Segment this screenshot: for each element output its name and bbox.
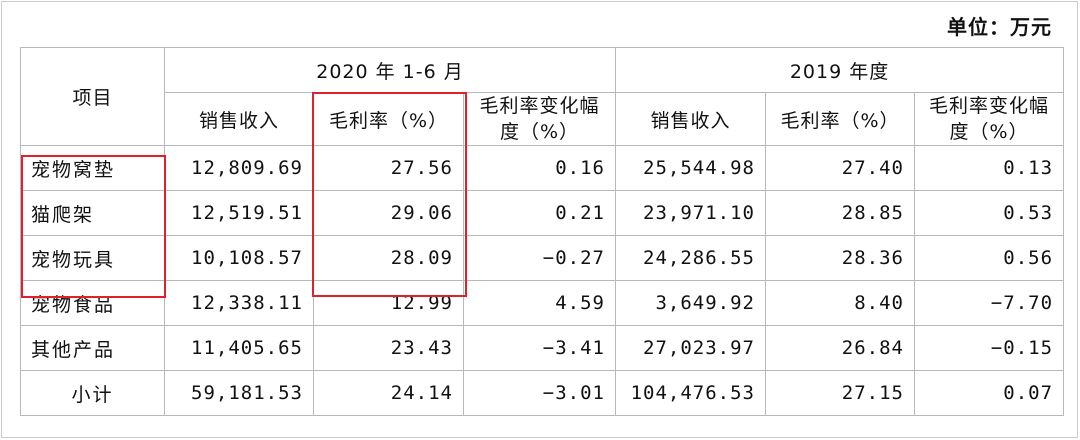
gross-margin-2019-cell: 27.15	[765, 370, 915, 416]
table-row: 其他产品 11,405.65 23.43 −3.41 27,023.97 26.…	[20, 325, 1065, 371]
header-row-periods: 项目 2020 年 1-6 月 2019 年度	[20, 47, 1065, 146]
row-item-label: 猫爬架	[20, 190, 165, 236]
margin-change-2020-cell: −0.27	[463, 235, 616, 281]
margin-change-2019-cell: −7.70	[913, 280, 1065, 326]
revenue-2019-cell: 25,544.98	[615, 145, 766, 191]
revenue-2019-cell: 24,286.55	[615, 235, 766, 281]
header-gross-margin-2020: 毛利率（%）	[313, 92, 464, 146]
header-period-2020: 2020 年 1-6 月	[164, 47, 616, 93]
revenue-2020-cell: 59,181.53	[164, 370, 314, 416]
margin-change-2020-cell: 0.21	[463, 190, 616, 236]
margin-change-2020-cell: 0.16	[463, 145, 616, 191]
unit-label: 单位：万元	[947, 15, 1052, 39]
row-item-label: 宠物玩具	[20, 235, 165, 281]
header-revenue-2019: 销售收入	[615, 92, 766, 146]
header-period-2019: 2019 年度	[614, 47, 1065, 93]
gross-margin-2020-cell: 27.56	[313, 145, 464, 191]
margin-change-2019-cell: 0.53	[913, 190, 1065, 236]
table-row: 宠物玩具 10,108.57 28.09 −0.27 24,286.55 28.…	[20, 235, 1065, 281]
table-row: 宠物食品 12,338.11 12.99 4.59 3,649.92 8.40 …	[20, 280, 1065, 326]
margin-change-2019-cell: 0.13	[913, 145, 1065, 191]
gross-margin-2020-cell: 29.06	[313, 190, 464, 236]
gross-margin-2019-cell: 8.40	[765, 280, 915, 326]
revenue-2020-cell: 10,108.57	[164, 235, 314, 281]
gross-margin-2019-cell: 27.40	[765, 145, 915, 191]
gross-margin-2020-cell: 23.43	[313, 325, 464, 371]
revenue-2020-cell: 12,809.69	[164, 145, 314, 191]
gross-margin-2020-cell: 28.09	[313, 235, 464, 281]
gross-margin-2020-cell: 24.14	[313, 370, 464, 416]
revenue-2019-cell: 23,971.10	[615, 190, 766, 236]
header-margin-change-2020: 毛利率变化幅度（%）	[463, 92, 616, 146]
table-row: 宠物窝垫 12,809.69 27.56 0.16 25,544.98 27.4…	[20, 145, 1065, 191]
row-item-label: 小计	[20, 370, 165, 416]
revenue-2020-cell: 12,519.51	[164, 190, 314, 236]
margin-change-2020-cell: −3.41	[463, 325, 616, 371]
header-margin-change-2019: 毛利率变化幅度（%）	[913, 92, 1065, 146]
margin-change-2019-cell: −0.15	[913, 325, 1065, 371]
margin-change-2020-cell: 4.59	[463, 280, 616, 326]
revenue-2019-cell: 27,023.97	[615, 325, 766, 371]
margin-change-2019-cell: 0.07	[913, 370, 1065, 416]
header-item: 项目	[20, 47, 165, 146]
gross-margin-2019-cell: 28.36	[765, 235, 915, 281]
gross-margin-2020-cell: 12.99	[313, 280, 464, 326]
margin-change-2019-cell: 0.56	[913, 235, 1065, 281]
gross-margin-2019-cell: 28.85	[765, 190, 915, 236]
header-gross-margin-2019: 毛利率（%）	[765, 92, 915, 146]
table-row-subtotal: 小计 59,181.53 24.14 −3.01 104,476.53 27.1…	[20, 370, 1065, 416]
revenue-2019-cell: 3,649.92	[615, 280, 766, 326]
header-revenue-2020: 销售收入	[164, 92, 314, 146]
row-item-label: 宠物窝垫	[20, 145, 165, 191]
revenue-2020-cell: 11,405.65	[164, 325, 314, 371]
revenue-2020-cell: 12,338.11	[164, 280, 314, 326]
table-row: 猫爬架 12,519.51 29.06 0.21 23,971.10 28.85…	[20, 190, 1065, 236]
gross-margin-2019-cell: 26.84	[765, 325, 915, 371]
revenue-2019-cell: 104,476.53	[615, 370, 766, 416]
row-item-label: 宠物食品	[20, 280, 165, 326]
gross-margin-table: 项目 2020 年 1-6 月 2019 年度 销售收入 毛利率（%） 毛利率变…	[20, 47, 1065, 416]
margin-change-2020-cell: −3.01	[463, 370, 616, 416]
row-item-label: 其他产品	[20, 325, 165, 371]
header-row-columns: 销售收入 毛利率（%） 毛利率变化幅度（%） 销售收入 毛利率（%） 毛利率变化…	[21, 92, 1065, 146]
